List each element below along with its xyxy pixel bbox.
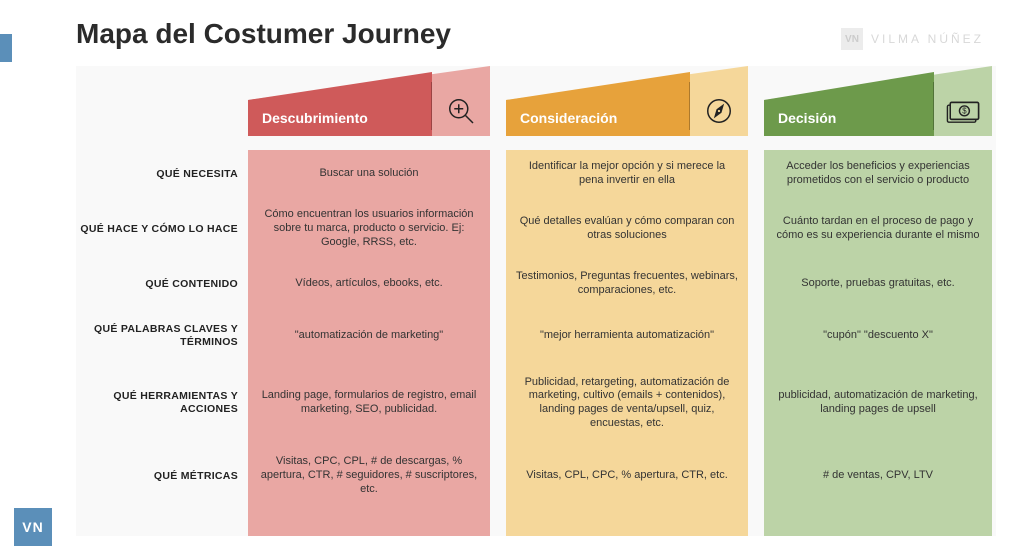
svg-text:$: $ [962, 107, 967, 116]
cell: Identificar la mejor opción y si merece … [506, 150, 748, 198]
cell: "mejor herramienta automatización" [506, 308, 748, 364]
vn-badge: VN [14, 508, 52, 546]
stage-header: Consideración [506, 66, 748, 136]
cell: Soporte, pruebas gratuitas, etc. [764, 260, 992, 308]
cell: "automatización de marketing" [248, 308, 490, 364]
stage-col-decision: Decisión $ Acceder los beneficios y experi… [764, 66, 992, 536]
stage-header: Decisión $ [764, 66, 992, 136]
stage-body: Buscar una soluciónCómo encuentran los u… [248, 150, 490, 536]
row-label: QUÉ HACE Y CÓMO LO HACE [76, 198, 248, 260]
stage-label: Decisión [778, 110, 836, 126]
stage-body: Identificar la mejor opción y si merece … [506, 150, 748, 536]
row-label: QUÉ NECESITA [76, 150, 248, 198]
stage-label: Consideración [520, 110, 617, 126]
money-icon: $ [934, 66, 992, 136]
accent-bar [0, 34, 12, 62]
cell: Cómo encuentran los usuarios información… [248, 198, 490, 260]
cell: Visitas, CPC, CPL, # de descargas, % ape… [248, 442, 490, 510]
row-label: QUÉ PALABRAS CLAVES Y TÉRMINOS [76, 308, 248, 364]
page-title: Mapa del Costumer Journey [76, 18, 451, 50]
row-labels: QUÉ NECESITAQUÉ HACE Y CÓMO LO HACEQUÉ C… [76, 150, 248, 536]
cell: Qué detalles evalúan y cómo comparan con… [506, 198, 748, 260]
magnify-plus-icon [432, 66, 490, 136]
row-label: QUÉ MÉTRICAS [76, 442, 248, 510]
brand-watermark: VN VILMA NÚÑEZ [841, 28, 984, 50]
compass-icon [690, 66, 748, 136]
row-label: QUÉ HERRAMIENTAS Y ACCIONES [76, 364, 248, 442]
journey-grid: QUÉ NECESITAQUÉ HACE Y CÓMO LO HACEQUÉ C… [76, 66, 996, 536]
stage-label: Descubrimiento [262, 110, 368, 126]
cell: Vídeos, artículos, ebooks, etc. [248, 260, 490, 308]
stage-header: Descubrimiento [248, 66, 490, 136]
cell: Landing page, formularios de registro, e… [248, 364, 490, 442]
cell: "cupón" "descuento X" [764, 308, 992, 364]
cell: Buscar una solución [248, 150, 490, 198]
cell: Acceder los beneficios y experiencias pr… [764, 150, 992, 198]
cell: # de ventas, CPV, LTV [764, 442, 992, 510]
stage-body: Acceder los beneficios y experiencias pr… [764, 150, 992, 536]
cell: Publicidad, retargeting, automatización … [506, 364, 748, 442]
cell: Cuánto tardan en el proceso de pago y có… [764, 198, 992, 260]
cell: Visitas, CPL, CPC, % apertura, CTR, etc. [506, 442, 748, 510]
stage-col-descubrimiento: Descubrimiento Buscar una soluciónCómo en… [248, 66, 490, 536]
brand-box: VN [841, 28, 863, 50]
brand-name: VILMA NÚÑEZ [871, 32, 984, 46]
cell: publicidad, automatización de marketing,… [764, 364, 992, 442]
stage-col-consideracion: Consideración Identificar la mejor opción… [506, 66, 748, 536]
cell: Testimonios, Preguntas frecuentes, webin… [506, 260, 748, 308]
row-label: QUÉ CONTENIDO [76, 260, 248, 308]
